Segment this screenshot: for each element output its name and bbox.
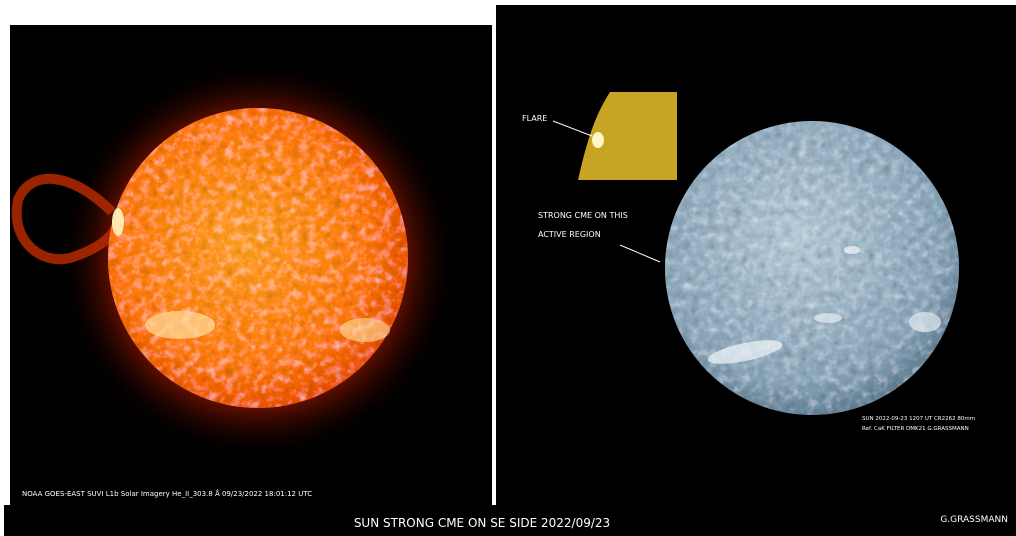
sunspot-group: [909, 312, 941, 332]
annotation-line: STRONG CME ON THIS: [538, 211, 628, 220]
flare-inset: [578, 92, 677, 180]
inset-space: [578, 92, 610, 180]
sunspot-group: [707, 340, 783, 364]
left-caption: NOAA GOES-EAST SUVI L1b Solar Imagery He…: [22, 489, 312, 498]
sunspot-group: [844, 246, 860, 254]
prominence: [11, 173, 123, 265]
footer-title: SUN STRONG CME ON SE SIDE 2022/09/23: [354, 516, 610, 530]
pointer-line: [619, 244, 661, 263]
sunspot-group: [814, 313, 842, 323]
sun-right: [665, 121, 959, 415]
inset-flare: [592, 132, 604, 148]
footer-bar: [4, 505, 1016, 536]
footer-author: G.GRASSMANN: [940, 515, 1008, 525]
flare-point: [112, 208, 124, 236]
credit-line: Ref. CaK FILTER DMK21 G.GRASSMANN: [862, 426, 969, 432]
credit-line: SUN 2022-09-23 1207 UT CR2262 80mm: [862, 416, 975, 422]
bright-region: [145, 311, 215, 339]
bright-region: [340, 318, 390, 342]
sun-left: [108, 108, 408, 408]
pointer-line: [552, 120, 593, 137]
flare-label: FLARE: [522, 114, 547, 123]
annotation-line: ACTIVE REGION: [538, 230, 601, 239]
